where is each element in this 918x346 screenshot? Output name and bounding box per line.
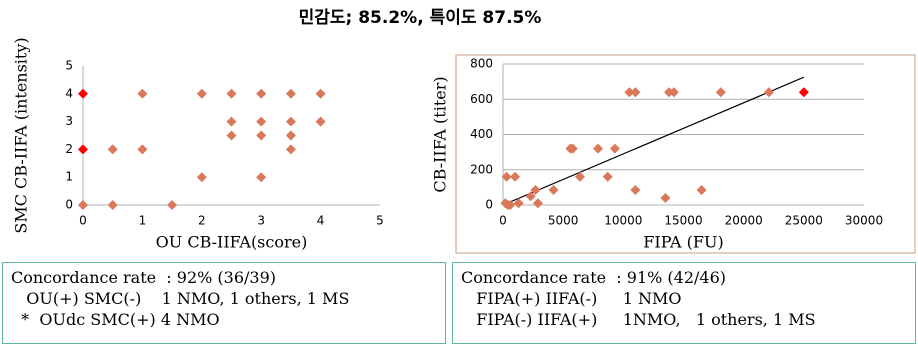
data-point [532, 198, 543, 209]
note-box: Concordance rate : 91% (42/46) FIPA(+) I… [452, 262, 916, 344]
y-tick-label: 0 [65, 198, 73, 212]
x-tick-label: 30000 [845, 214, 883, 228]
x-tick-label: 1 [139, 214, 147, 228]
y-tick-label: 2 [65, 142, 73, 156]
data-point [548, 185, 559, 196]
data-point [668, 87, 679, 98]
x-tick-label: 0 [499, 214, 507, 228]
trendline [502, 76, 805, 206]
data-point [624, 87, 635, 98]
data-point [226, 116, 237, 127]
x-tick-label: 15000 [664, 214, 702, 228]
data-point [798, 87, 809, 98]
data-point [256, 130, 267, 141]
y-tick-label: 4 [65, 86, 73, 100]
figure: 민감도; 85.2%, 특이도 87.5% 0 1 2 3 4 5 0 1 2 3 4 5 OU CB-… [12, 8, 916, 254]
data-point [78, 88, 88, 99]
data-point [505, 200, 516, 210]
page: {"title": "민감도; 85.2%, 특이도 87.5%", "char… [2, 8, 916, 344]
data-point [256, 88, 267, 99]
data-point [78, 144, 88, 155]
note-line: FIPA(+) IIFA(-) 1 NMO [461, 289, 682, 308]
data-point [285, 88, 296, 99]
data-point [602, 171, 613, 182]
y-tick-label: 800 [470, 57, 493, 71]
data-point [315, 116, 326, 127]
data-point [137, 88, 148, 99]
data-point [196, 172, 207, 183]
data-point [285, 144, 296, 155]
data-point [593, 143, 604, 154]
data-point [226, 130, 237, 141]
data-point [501, 171, 512, 182]
data-point [575, 171, 586, 182]
x-tick-label: 4 [317, 214, 325, 228]
x-tick-label: 5000 [548, 214, 579, 228]
data-point [107, 144, 118, 155]
y-tick-label: 200 [470, 162, 493, 176]
x-tick-label: 3 [257, 214, 265, 228]
x-tick-label: 20000 [725, 214, 763, 228]
data-point [256, 116, 267, 127]
data-point [510, 171, 521, 182]
data-point [763, 87, 774, 98]
chart-frame [455, 54, 916, 254]
data-point [107, 200, 118, 210]
data-point [609, 143, 620, 154]
data-point [513, 198, 524, 209]
figure-title: 민감도; 85.2%, 특이도 87.5% [299, 8, 542, 28]
y-tick-label: 600 [470, 92, 493, 106]
y-axis-title: CB-IIFA (titer) [431, 76, 450, 192]
data-point [285, 116, 296, 127]
data-point [167, 200, 178, 210]
note-line: Concordance rate : 91% (42/46) [461, 268, 726, 287]
x-tick-label: 10000 [604, 214, 642, 228]
x-axis-title: FIPA (FU) [643, 233, 723, 252]
y-tick-label: 5 [65, 59, 73, 73]
data-point [715, 87, 726, 98]
note-line: * OUdc SMC(+) 4 NMO [11, 310, 220, 329]
data-point [660, 192, 671, 203]
x-axis-title: OU CB-IIFA(score) [156, 233, 308, 252]
data-point [630, 87, 641, 98]
y-tick-label: 0 [485, 198, 493, 212]
note-line: OU(+) SMC(-) 1 NMO, 1 others, 1 MS [11, 289, 350, 308]
data-point [567, 143, 578, 154]
data-point [315, 88, 326, 99]
data-point [226, 88, 237, 99]
data-point [196, 88, 207, 99]
y-tick-label: 3 [65, 114, 73, 128]
data-point [525, 191, 536, 202]
note-box: Concordance rate : 92% (36/39) OU(+) SMC… [2, 262, 446, 344]
note-line: Concordance rate : 92% (36/39) [11, 268, 276, 287]
x-tick-label: 5 [376, 214, 384, 228]
data-point [696, 185, 707, 196]
data-point [630, 185, 641, 196]
x-tick-label: 0 [79, 214, 87, 228]
data-point [137, 144, 148, 155]
y-tick-label: 400 [470, 127, 493, 141]
x-tick-label: 25000 [785, 214, 823, 228]
data-point [530, 185, 541, 196]
x-tick-label: 2 [198, 214, 206, 228]
note-line: FIPA(-) IIFA(+) 1NMO, 1 others, 1 MS [461, 310, 816, 329]
y-tick-label: 1 [65, 170, 73, 184]
data-point [78, 200, 88, 210]
data-point [256, 172, 267, 183]
y-axis-title: SMC CB-IIFA (intensity) [12, 37, 31, 233]
data-point [285, 130, 296, 141]
